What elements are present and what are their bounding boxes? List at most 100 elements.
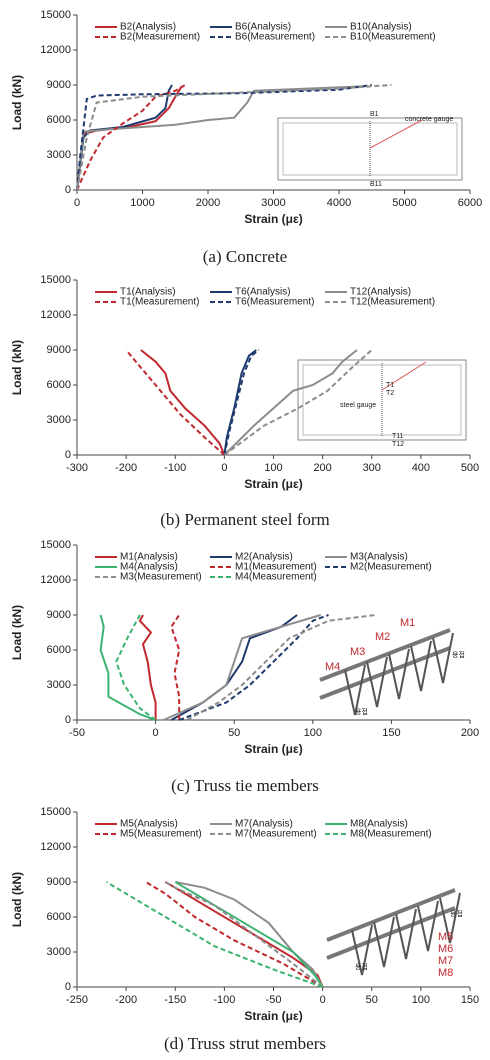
legend-label: M4(Measurement) (235, 572, 317, 583)
x-axis-label: Strain (με) (244, 742, 302, 756)
y-tick-label: 9000 (47, 609, 71, 621)
legend-label: M5(Analysis) (120, 819, 178, 830)
series-line (138, 614, 157, 720)
y-tick-label: 9000 (47, 79, 71, 91)
x-tick-label: 100 (304, 727, 322, 739)
x-tick-label: 500 (461, 462, 479, 474)
x-tick-label: -100 (213, 994, 235, 1006)
legend-label: M3(Analysis) (350, 552, 408, 563)
inset-label: M5 (438, 931, 453, 943)
inset-label: B11 (370, 181, 382, 188)
x-tick-label: 200 (313, 462, 331, 474)
inset-pointer (369, 119, 423, 149)
x-tick-label: 150 (382, 727, 400, 739)
inset-web (344, 664, 366, 716)
inset-label: 용접 (355, 963, 368, 971)
legend-label: M8(Analysis) (350, 819, 408, 830)
inset-chord (319, 628, 451, 682)
x-tick-label: 4000 (327, 197, 351, 209)
series-line (170, 614, 181, 720)
x-tick-label: -250 (66, 994, 88, 1006)
inset-label: concrete gauge (405, 116, 453, 123)
inset-web (410, 640, 432, 692)
x-tick-label: 50 (228, 727, 240, 739)
series-line (105, 881, 323, 988)
inset-web (417, 900, 439, 952)
caption: (d) Truss strut members (164, 1034, 326, 1053)
legend-label: B6(Measurement) (235, 32, 315, 43)
legend-label: M7(Analysis) (235, 819, 293, 830)
legend-label: T12(Measurement) (350, 297, 435, 308)
inset-label: T12 (392, 441, 404, 448)
inset-pointer (381, 361, 427, 391)
x-tick-label: -300 (66, 462, 88, 474)
series-line (175, 881, 324, 988)
inset-label: T1 (386, 382, 394, 389)
y-tick-label: 12000 (40, 841, 71, 853)
legend-label: B2(Measurement) (120, 32, 200, 43)
legend-label: M3(Measurement) (120, 572, 202, 583)
y-tick-label: 15000 (40, 806, 71, 818)
y-tick-label: 12000 (40, 574, 71, 586)
x-tick-label: 6000 (458, 197, 482, 209)
inset-chord (326, 888, 456, 942)
x-tick-label: 0 (74, 197, 80, 209)
y-axis-label: Load (kN) (10, 340, 24, 395)
inset-web (351, 924, 373, 976)
series-line (170, 614, 298, 721)
legend-label: T1(Measurement) (120, 297, 199, 308)
inset-label: 용접 (355, 708, 368, 716)
legend-label: T6(Measurement) (235, 297, 314, 308)
x-axis-label: Strain (με) (244, 212, 302, 226)
y-tick-label: 15000 (40, 539, 71, 551)
legend-label: M1(Analysis) (120, 552, 178, 563)
y-tick-label: 6000 (47, 911, 71, 923)
legend-label: M2(Analysis) (235, 552, 293, 563)
y-tick-label: 15000 (40, 274, 71, 286)
x-tick-label: 1000 (130, 197, 154, 209)
series-line (76, 84, 173, 191)
y-axis-label: Load (kN) (10, 605, 24, 660)
inset-label: M7 (438, 955, 453, 967)
series-line (223, 349, 260, 456)
x-tick-label: 100 (264, 462, 282, 474)
x-tick-label: 50 (366, 994, 378, 1006)
x-tick-label: 3000 (261, 197, 285, 209)
inset-label: 용접 (450, 910, 463, 918)
y-tick-label: 6000 (47, 644, 71, 656)
legend-label: M1(Measurement) (235, 562, 317, 573)
y-tick-label: 12000 (40, 309, 71, 321)
legend-label: B10(Measurement) (350, 32, 436, 43)
series-line (186, 614, 376, 721)
legend-label: B6(Analysis) (235, 22, 291, 33)
x-tick-label: -100 (164, 462, 186, 474)
series-line (223, 349, 257, 456)
inset-web (373, 916, 395, 968)
series-line (76, 85, 366, 191)
x-tick-label: -50 (69, 727, 85, 739)
x-axis-label: Strain (με) (244, 1009, 302, 1023)
inset-label: T11 (392, 433, 404, 440)
caption: (a) Concrete (203, 247, 287, 266)
y-tick-label: 9000 (47, 344, 71, 356)
x-tick-label: 0 (221, 462, 227, 474)
series-line (145, 881, 324, 988)
y-tick-label: 6000 (47, 379, 71, 391)
legend-label: B10(Analysis) (350, 22, 412, 33)
inset-web (366, 656, 388, 708)
inset-label: steel gauge (340, 402, 376, 409)
series-line (178, 614, 329, 721)
x-tick-label: -200 (115, 462, 137, 474)
series-line (76, 84, 372, 191)
y-tick-label: 3000 (47, 679, 71, 691)
y-tick-label: 0 (65, 184, 71, 196)
legend-label: M5(Measurement) (120, 829, 202, 840)
series-line (140, 349, 226, 456)
x-tick-label: 0 (153, 727, 159, 739)
y-tick-label: 0 (65, 714, 71, 726)
y-tick-label: 6000 (47, 114, 71, 126)
legend-label: M4(Analysis) (120, 562, 178, 573)
inset-label: M1 (400, 617, 415, 629)
legend-label: T6(Analysis) (235, 287, 291, 298)
